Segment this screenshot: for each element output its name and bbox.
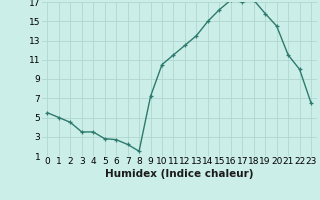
X-axis label: Humidex (Indice chaleur): Humidex (Indice chaleur) <box>105 169 253 179</box>
